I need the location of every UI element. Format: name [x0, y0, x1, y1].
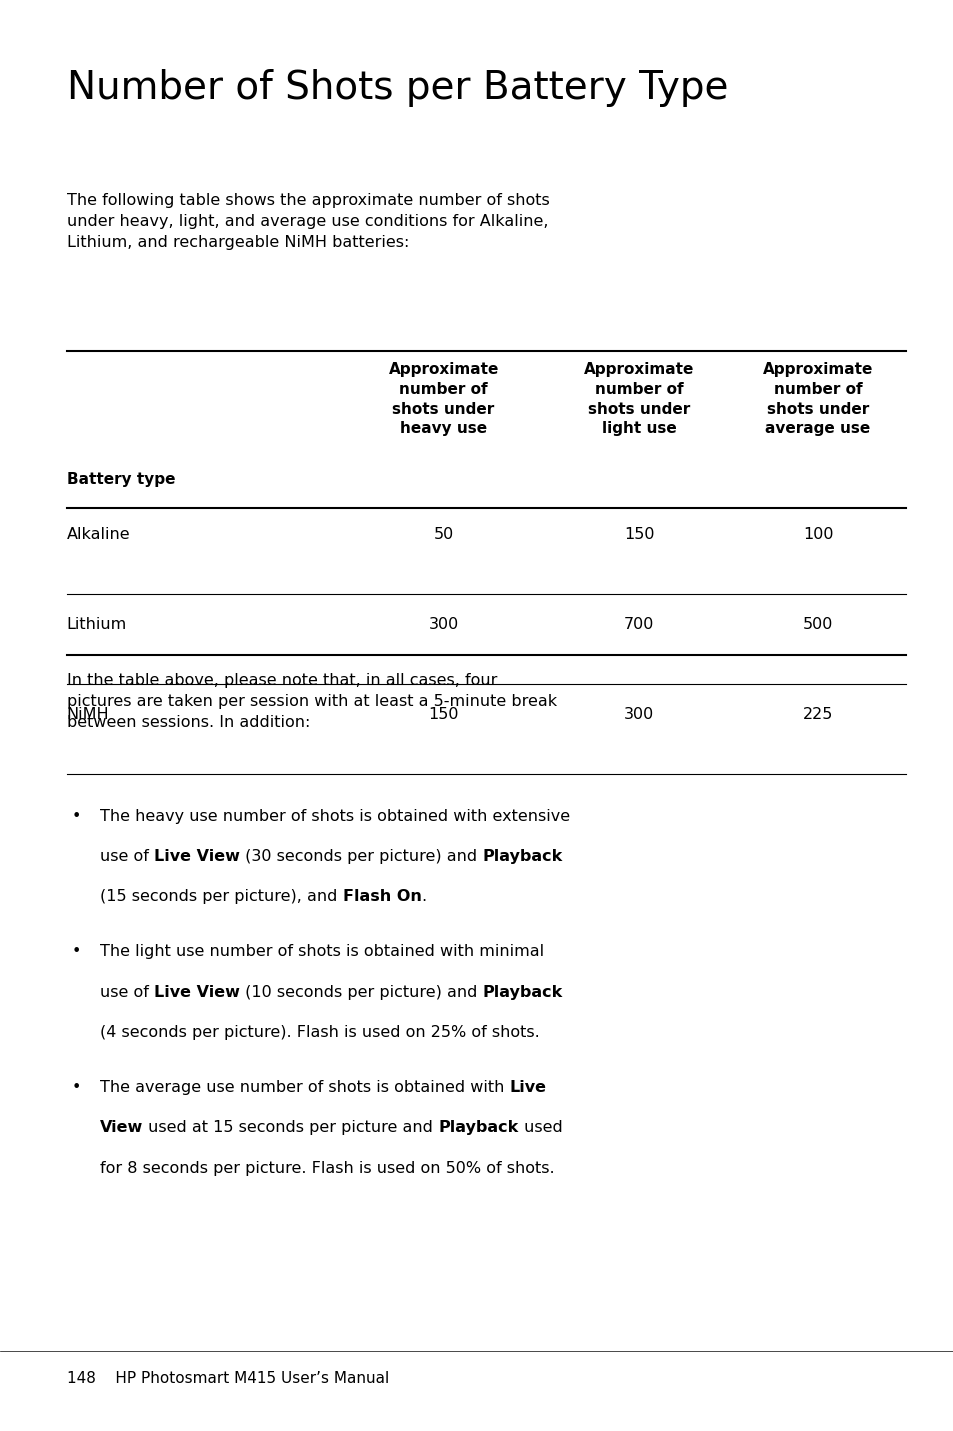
Text: for 8 seconds per picture. Flash is used on 50% of shots.: for 8 seconds per picture. Flash is used…	[100, 1161, 555, 1175]
Text: Approximate
number of
shots under
light use: Approximate number of shots under light …	[583, 362, 694, 436]
Text: use of: use of	[100, 985, 154, 999]
Text: (30 seconds per picture) and: (30 seconds per picture) and	[240, 849, 482, 863]
Text: Approximate
number of
shots under
average use: Approximate number of shots under averag…	[762, 362, 872, 436]
Text: Flash On: Flash On	[342, 889, 421, 903]
Text: .: .	[421, 889, 426, 903]
Text: View: View	[100, 1120, 143, 1135]
Text: 150: 150	[623, 527, 654, 541]
Text: •: •	[71, 809, 81, 823]
Text: 700: 700	[623, 617, 654, 631]
Text: The heavy use number of shots is obtained with extensive: The heavy use number of shots is obtaine…	[100, 809, 570, 823]
Text: Playback: Playback	[438, 1120, 518, 1135]
Text: Playback: Playback	[482, 849, 562, 863]
Text: 100: 100	[802, 527, 832, 541]
Text: The light use number of shots is obtained with minimal: The light use number of shots is obtaine…	[100, 944, 544, 959]
Text: 148    HP Photosmart M415 User’s Manual: 148 HP Photosmart M415 User’s Manual	[67, 1371, 389, 1385]
Text: Playback: Playback	[482, 985, 562, 999]
Text: 300: 300	[623, 707, 654, 721]
Text: In the table above, please note that, in all cases, four
pictures are taken per : In the table above, please note that, in…	[67, 673, 557, 730]
Text: Lithium: Lithium	[67, 617, 127, 631]
Text: Battery type: Battery type	[67, 472, 175, 487]
Text: 500: 500	[802, 617, 832, 631]
Text: Number of Shots per Battery Type: Number of Shots per Battery Type	[67, 69, 727, 107]
Text: 225: 225	[802, 707, 832, 721]
Text: Alkaline: Alkaline	[67, 527, 131, 541]
Text: •: •	[71, 944, 81, 959]
Text: Live: Live	[509, 1080, 546, 1095]
Text: use of: use of	[100, 849, 154, 863]
Text: (4 seconds per picture). Flash is used on 25% of shots.: (4 seconds per picture). Flash is used o…	[100, 1025, 539, 1039]
Text: The following table shows the approximate number of shots
under heavy, light, an: The following table shows the approximat…	[67, 193, 549, 250]
Text: 50: 50	[433, 527, 454, 541]
Text: (10 seconds per picture) and: (10 seconds per picture) and	[240, 985, 482, 999]
Text: Live View: Live View	[154, 849, 240, 863]
Text: used at 15 seconds per picture and: used at 15 seconds per picture and	[143, 1120, 438, 1135]
Text: Approximate
number of
shots under
heavy use: Approximate number of shots under heavy …	[388, 362, 498, 436]
Text: The average use number of shots is obtained with: The average use number of shots is obtai…	[100, 1080, 509, 1095]
Text: (15 seconds per picture), and: (15 seconds per picture), and	[100, 889, 342, 903]
Text: used: used	[518, 1120, 562, 1135]
Text: •: •	[71, 1080, 81, 1095]
Text: 300: 300	[428, 617, 458, 631]
Text: Live View: Live View	[154, 985, 240, 999]
Text: NiMH: NiMH	[67, 707, 110, 721]
Text: 150: 150	[428, 707, 458, 721]
